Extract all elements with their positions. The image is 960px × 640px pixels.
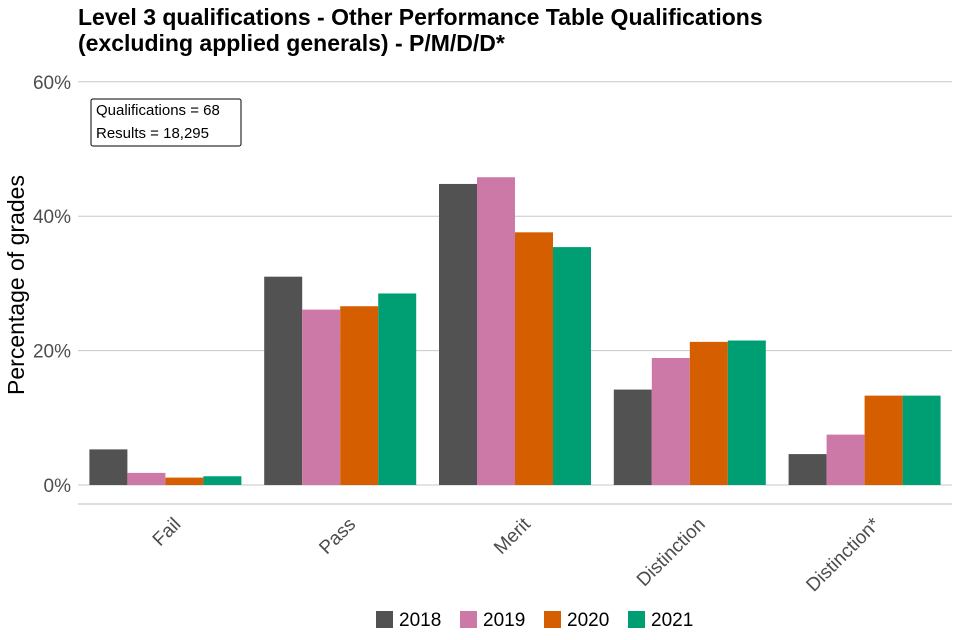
bar-2020-distinction <box>864 395 903 485</box>
chart-title-line: Level 3 qualifications - Other Performan… <box>78 4 763 30</box>
legend-label-2020: 2020 <box>567 610 609 631</box>
y-axis-ticks: 0% 20% 40% 60% <box>33 73 71 497</box>
y-tick-label: 40% <box>33 207 71 228</box>
annotation-box: Qualifications = 68 Results = 18,295 <box>90 98 242 147</box>
legend-swatch-2020 <box>544 611 561 628</box>
bar-2018-pass <box>264 276 303 485</box>
legend-swatch-2021 <box>628 611 645 628</box>
x-tick-label: Fail <box>149 514 186 551</box>
chart-title: Level 3 qualifications - Other Performan… <box>78 4 763 56</box>
bar-2020-pass <box>340 306 379 485</box>
x-tick-label: Distinction <box>633 514 710 591</box>
bar-2018-distinction <box>613 389 652 485</box>
chart-title-line: (excluding applied generals) - P/M/D/D* <box>78 30 505 56</box>
bar-2018-distinction <box>788 454 827 485</box>
bar-2021-distinction <box>727 340 766 485</box>
bar-2018-fail <box>89 449 128 485</box>
legend-label-2021: 2021 <box>651 610 693 631</box>
bar-2019-distinction <box>651 357 690 485</box>
annotation-results: Results = 18,295 <box>96 125 209 142</box>
bar-2019-distinction <box>826 434 865 485</box>
bar-2018-merit <box>439 183 477 485</box>
bar-2021-fail <box>203 476 242 485</box>
x-tick-label: Distinction* <box>802 514 884 596</box>
annotation-qualifications: Qualifications = 68 <box>96 102 220 119</box>
annotation-border <box>90 98 242 147</box>
bar-2019-pass <box>302 309 341 485</box>
bar-2020-fail <box>165 477 204 485</box>
bar-2019-merit <box>477 177 515 485</box>
bar-2021-distinction <box>902 395 941 485</box>
x-tick-label: Merit <box>490 514 535 559</box>
y-tick-label: 60% <box>33 73 71 94</box>
y-tick-label: 20% <box>33 342 71 363</box>
legend: 2018 2019 2020 2021 <box>376 610 693 631</box>
x-tick-label: Pass <box>315 514 360 559</box>
legend-label-2018: 2018 <box>399 610 441 631</box>
x-axis-ticks: Fail Pass Merit Distinction Distinction* <box>149 514 885 597</box>
bar-2019-fail <box>127 472 166 485</box>
legend-swatch-2018 <box>376 611 393 628</box>
bar-2021-merit <box>553 247 591 485</box>
y-tick-label: 0% <box>44 476 72 497</box>
bars <box>89 177 941 485</box>
y-axis-label: Percentage of grades <box>3 175 29 395</box>
bar-2021-pass <box>378 293 417 485</box>
legend-swatch-2019 <box>460 611 477 628</box>
legend-label-2019: 2019 <box>483 610 525 631</box>
bar-2020-merit <box>515 232 553 485</box>
bar-2020-distinction <box>689 341 728 485</box>
